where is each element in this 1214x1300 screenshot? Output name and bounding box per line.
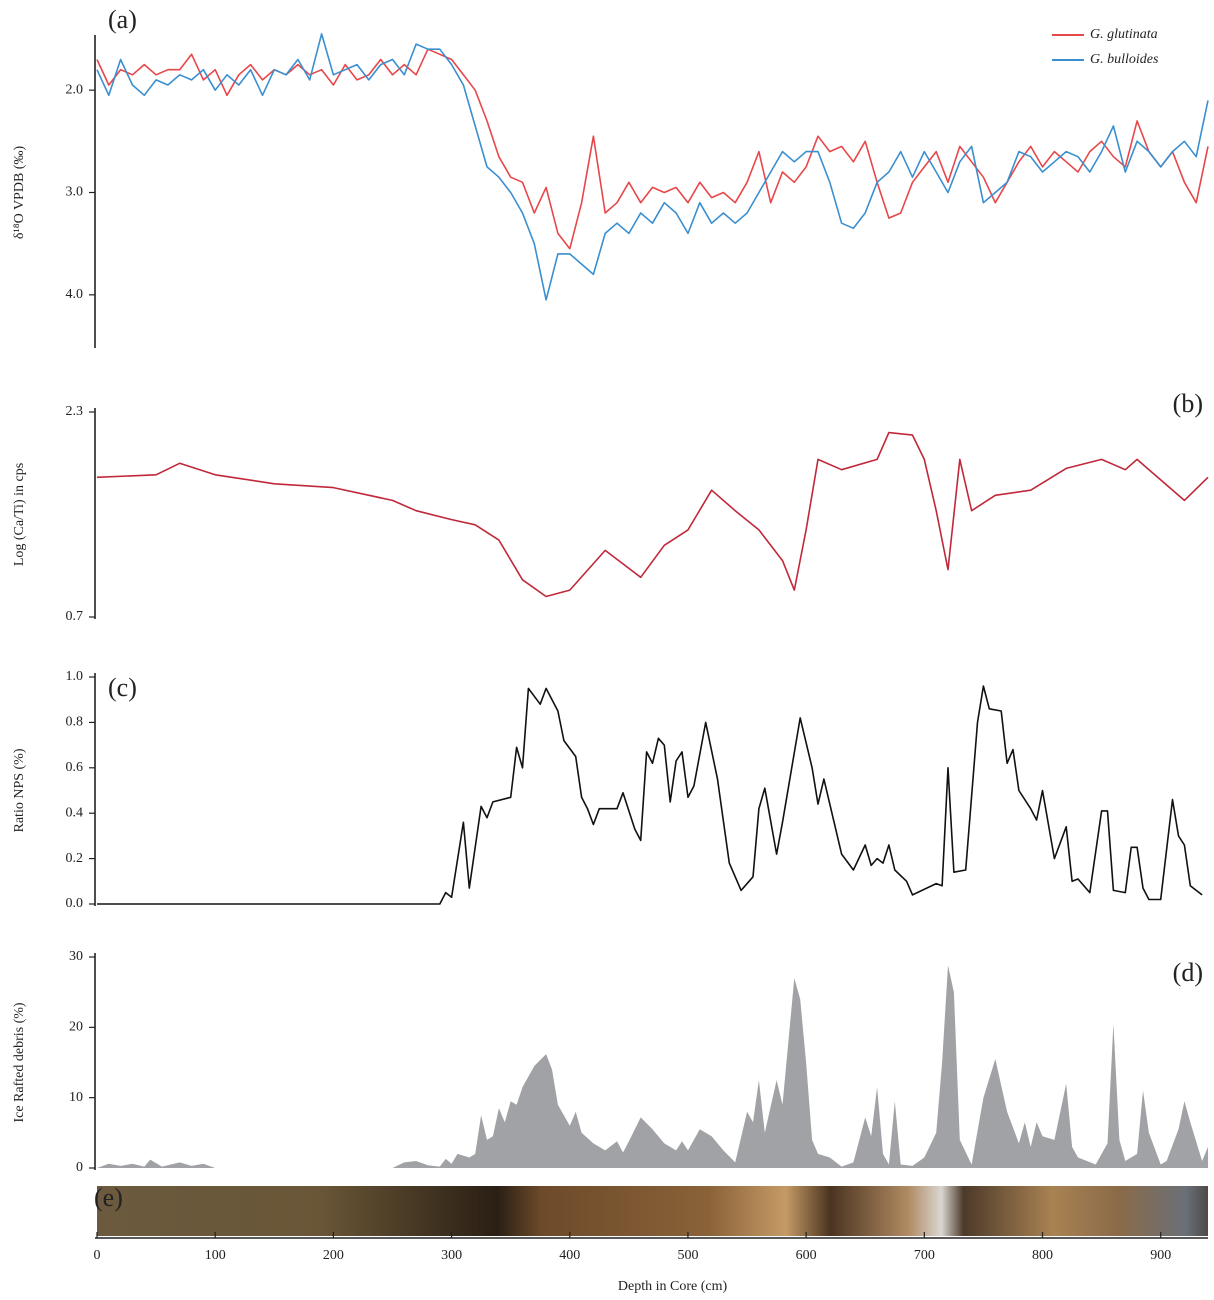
x-tick-label: 0	[94, 1248, 101, 1263]
y-axis-title: Ratio NPS (%)	[12, 748, 27, 832]
line	[97, 685, 1203, 905]
panel-label: (a)	[108, 5, 137, 34]
line	[96, 48, 1209, 250]
x-axis-title: Depth in Core (cm)	[618, 1279, 728, 1294]
y-tick-label: 0	[76, 1160, 83, 1175]
y-tick-label: 30	[69, 949, 83, 964]
x-tick-label: 600	[796, 1248, 817, 1263]
panel-label: (b)	[1173, 389, 1203, 418]
area	[97, 965, 1208, 1168]
y-tick-label: 1.0	[66, 669, 84, 684]
y-axis-title: Ice Rafted debris (%)	[12, 1002, 27, 1122]
y-tick-label: 20	[69, 1020, 83, 1035]
x-tick-label: 300	[441, 1248, 462, 1263]
x-tick-label: 200	[323, 1248, 344, 1263]
legend-label: G. bulloides	[1090, 52, 1159, 67]
y-tick-label: 0.0	[66, 896, 84, 911]
y-tick-label: 2.3	[66, 404, 84, 419]
y-tick-label: 10	[69, 1090, 83, 1105]
x-tick-label: 400	[559, 1248, 580, 1263]
x-tick-label: 700	[914, 1248, 935, 1263]
y-tick-label: 0.8	[66, 715, 84, 730]
y-tick-label: 3.0	[66, 185, 84, 200]
line	[96, 33, 1209, 301]
panel-label: (d)	[1173, 958, 1203, 987]
y-tick-label: 0.7	[66, 609, 84, 624]
y-tick-label: 0.6	[66, 760, 84, 775]
panel-label: (c)	[108, 673, 137, 702]
panel-label: (e)	[94, 1183, 123, 1212]
line	[96, 431, 1209, 598]
y-tick-label: 2.0	[66, 82, 84, 97]
y-tick-label: 0.2	[66, 851, 84, 866]
x-tick-label: 500	[677, 1248, 698, 1263]
y-axis-title: δ¹⁸O VPDB (‰)	[12, 146, 27, 240]
x-tick-label: 800	[1032, 1248, 1053, 1263]
x-tick-label: 900	[1150, 1248, 1171, 1263]
core-image	[97, 1186, 1208, 1236]
legend-label: G. glutinata	[1090, 27, 1158, 42]
y-tick-label: 0.4	[66, 805, 84, 820]
x-tick-label: 100	[205, 1248, 226, 1263]
y-axis-title: Log (Ca/Ti) in cps	[12, 463, 27, 566]
y-tick-label: 4.0	[66, 287, 84, 302]
